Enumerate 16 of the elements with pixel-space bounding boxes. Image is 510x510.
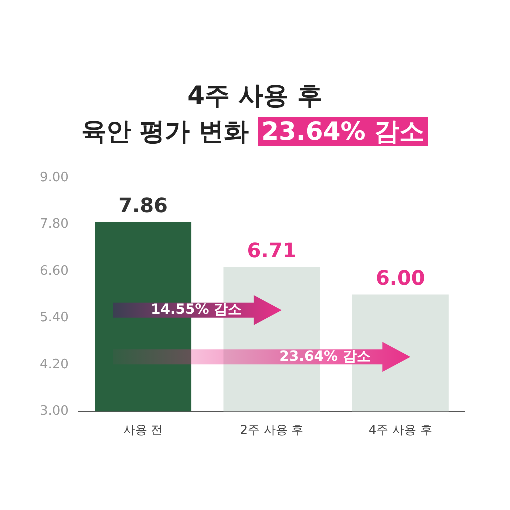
y-tick-label: 4.20 [40,357,69,372]
annotation: 23.64% 감소 [280,348,371,366]
data-label: 6.71 [247,238,297,262]
x-tick-label: 2주 사용 후 [240,422,304,437]
y-tick-label: 7.80 [40,217,69,232]
x-tick-label: 사용 전 [123,422,164,437]
y-tick-label: 9.00 [40,170,69,186]
x-tick-label: 4주 사용 후 [369,422,432,437]
y-tick-label: 6.60 [40,264,69,279]
data-label: 6.00 [376,266,426,290]
chart-title: 4주 사용 후 [186,80,324,112]
y-tick-label: 3.00 [40,404,69,419]
data-label: 7.86 [118,194,168,218]
chart-subtitle: 육안 평가 변화 23.64% 감소 [80,116,426,148]
y-tick-label: 5.40 [40,310,69,326]
annotation: 14.55% 감소 [150,301,242,320]
